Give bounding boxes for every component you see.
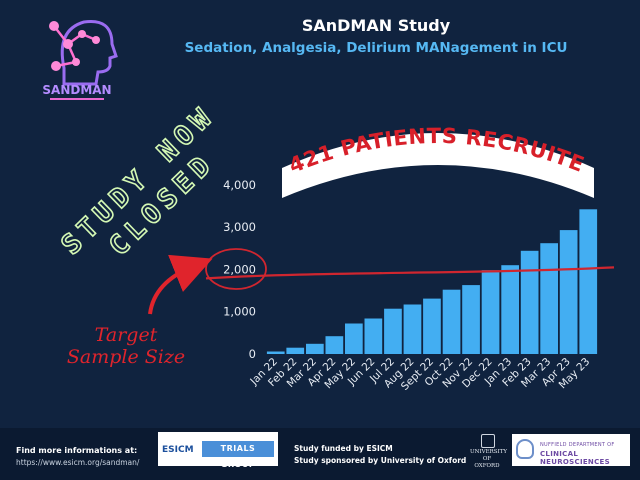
y-tick-label: 1,000 <box>223 305 256 319</box>
bar-sept-22 <box>423 298 441 354</box>
bar-jun-22 <box>364 318 383 354</box>
funding-info: Study funded by ESICM Study sponsored by… <box>294 443 466 467</box>
find-more-label: Find more informations at: <box>16 446 138 455</box>
bar-apr-22 <box>325 336 344 354</box>
bar-jan-22 <box>266 351 285 354</box>
target-label-line-2: Sample Size <box>67 346 185 368</box>
y-tick-label: 3,000 <box>223 220 256 234</box>
esicm-trials-logo: ESICM TRIALS GROUP <box>158 432 278 469</box>
y-tick-label: 2,000 <box>223 262 256 276</box>
bar-may-23 <box>579 209 598 354</box>
bar-feb-23 <box>520 250 539 354</box>
page-title: SAnDMAN Study <box>302 16 451 35</box>
bar-feb-22 <box>286 347 305 354</box>
oxford-crest-icon <box>481 434 495 448</box>
y-tick-label: 4,000 <box>223 178 256 192</box>
website-link[interactable]: https://www.esicm.org/sandman/ <box>16 458 140 467</box>
bar-mar-23 <box>540 243 558 354</box>
head-network-icon <box>49 19 118 86</box>
bar-aug-22 <box>403 304 422 354</box>
ndcn-line-1: NUFFIELD DEPARTMENT OF <box>540 442 615 448</box>
brain-icon <box>516 439 534 459</box>
bar-oct-22 <box>442 289 461 354</box>
target-line <box>205 266 615 280</box>
trials-group-logo-text: TRIALS GROUP <box>202 441 274 469</box>
bar-jul-22 <box>384 308 402 354</box>
target-arrow-icon <box>148 254 213 315</box>
bar-nov-22 <box>462 285 480 354</box>
y-axis: 0 1,000 2,000 3,000 4,000 <box>223 178 256 361</box>
esicm-logo-text: ESICM <box>162 445 194 455</box>
bar-jan-23 <box>501 265 519 354</box>
target-label-line-1: Target <box>95 324 158 346</box>
oxford-line-2: OXFORD <box>474 463 500 469</box>
y-tick-label: 0 <box>249 347 256 361</box>
sponsored-by: Study sponsored by University of Oxford <box>294 456 467 465</box>
sandman-logo: SANDMAN <box>42 19 118 100</box>
ndcn-line-2: CLINICAL NEUROSCIENCES <box>540 450 610 466</box>
bar-apr-23 <box>559 230 578 354</box>
bar-dec-22 <box>481 270 500 354</box>
bar-may-22 <box>345 323 363 354</box>
bars <box>266 209 598 354</box>
bar-mar-22 <box>306 343 324 354</box>
study-closed-stamp: STUDY NOW CLOSED <box>55 99 222 263</box>
oxford-line-1: UNIVERSITY OF <box>470 449 507 462</box>
oxford-logo: UNIVERSITY OF OXFORD <box>470 434 507 469</box>
logo-label: SANDMAN <box>42 83 111 97</box>
page-subtitle: Sedation, Analgesia, Delirium MANagement… <box>185 40 568 56</box>
ndcn-logo: NUFFIELD DEPARTMENT OF CLINICAL NEUROSCI… <box>512 434 630 466</box>
funded-by: Study funded by ESICM <box>294 444 393 453</box>
